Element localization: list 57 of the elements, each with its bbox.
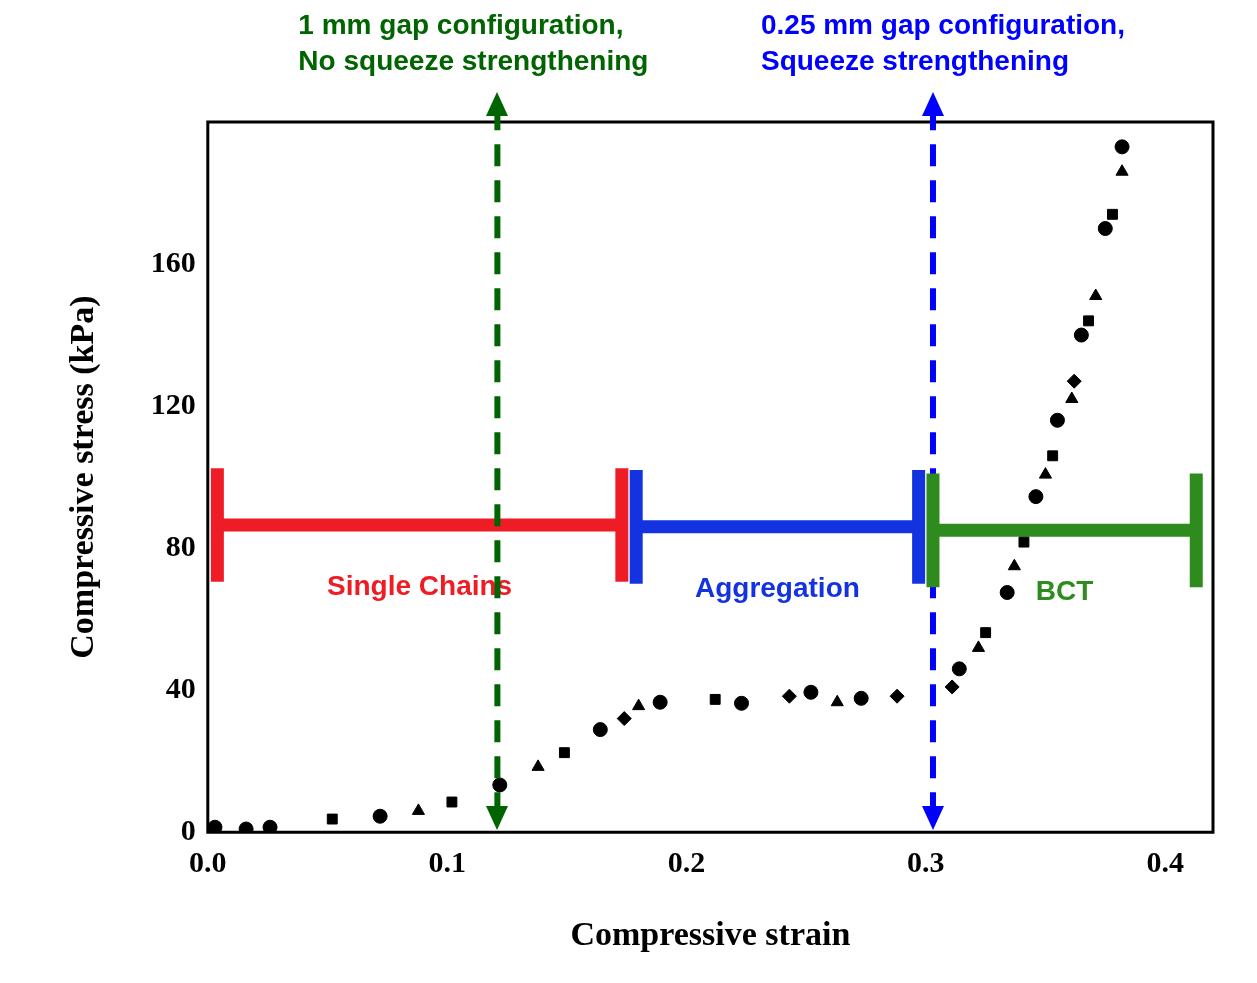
point <box>1049 412 1065 428</box>
point <box>592 722 608 738</box>
y-tick-label: 40 <box>165 670 196 704</box>
point <box>262 819 278 833</box>
point <box>326 813 338 825</box>
y-tick-label: 80 <box>165 528 196 562</box>
point <box>971 640 986 652</box>
point <box>1107 208 1118 220</box>
point <box>446 796 458 808</box>
point <box>999 585 1015 601</box>
point <box>1028 489 1044 505</box>
y-tick-label: 120 <box>150 386 196 420</box>
series-label: BCT <box>1035 575 1094 607</box>
point <box>238 821 254 833</box>
point <box>853 690 869 706</box>
point <box>1007 558 1021 571</box>
series-label: Aggregation <box>694 571 860 603</box>
ref-line-label: 1 mm gap configuration, No squeeze strengthening <box>298 8 649 76</box>
point <box>372 808 388 824</box>
point <box>951 661 967 677</box>
y-axis-title: Compressive stress (kPa) <box>63 295 102 659</box>
point <box>1073 327 1089 343</box>
x-axis-title: Compressive strain <box>570 915 851 953</box>
point <box>1089 288 1103 300</box>
point <box>830 694 844 707</box>
point <box>944 679 960 695</box>
x-tick-label: 0.2 <box>667 844 706 878</box>
point <box>889 688 905 704</box>
point <box>709 693 721 705</box>
point <box>558 747 570 759</box>
point <box>492 777 508 793</box>
point <box>207 819 223 833</box>
x-tick-label: 0.1 <box>428 844 466 878</box>
y-tick-label: 160 <box>150 244 196 278</box>
x-tick-label: 0.3 <box>907 844 945 878</box>
x-tick-label: 0.4 <box>1146 844 1184 878</box>
point <box>1097 221 1113 237</box>
point <box>632 698 646 711</box>
point <box>616 711 632 727</box>
point <box>652 694 668 710</box>
point <box>1038 467 1053 479</box>
point <box>1047 450 1059 462</box>
point <box>803 684 819 700</box>
ref-line-label: 0.25 mm gap configuration, Squeeze strengthening <box>760 8 1126 76</box>
point <box>1083 315 1094 327</box>
point <box>734 695 750 711</box>
point <box>1065 391 1079 403</box>
x-tick-label: 0.0 <box>189 844 227 878</box>
point <box>980 627 992 639</box>
point <box>1018 536 1030 548</box>
point <box>411 803 425 815</box>
point <box>531 759 545 771</box>
point <box>1114 139 1130 155</box>
point <box>781 688 797 704</box>
point <box>1066 373 1082 389</box>
y-tick-label: 0 <box>180 812 196 846</box>
point <box>1115 164 1129 176</box>
